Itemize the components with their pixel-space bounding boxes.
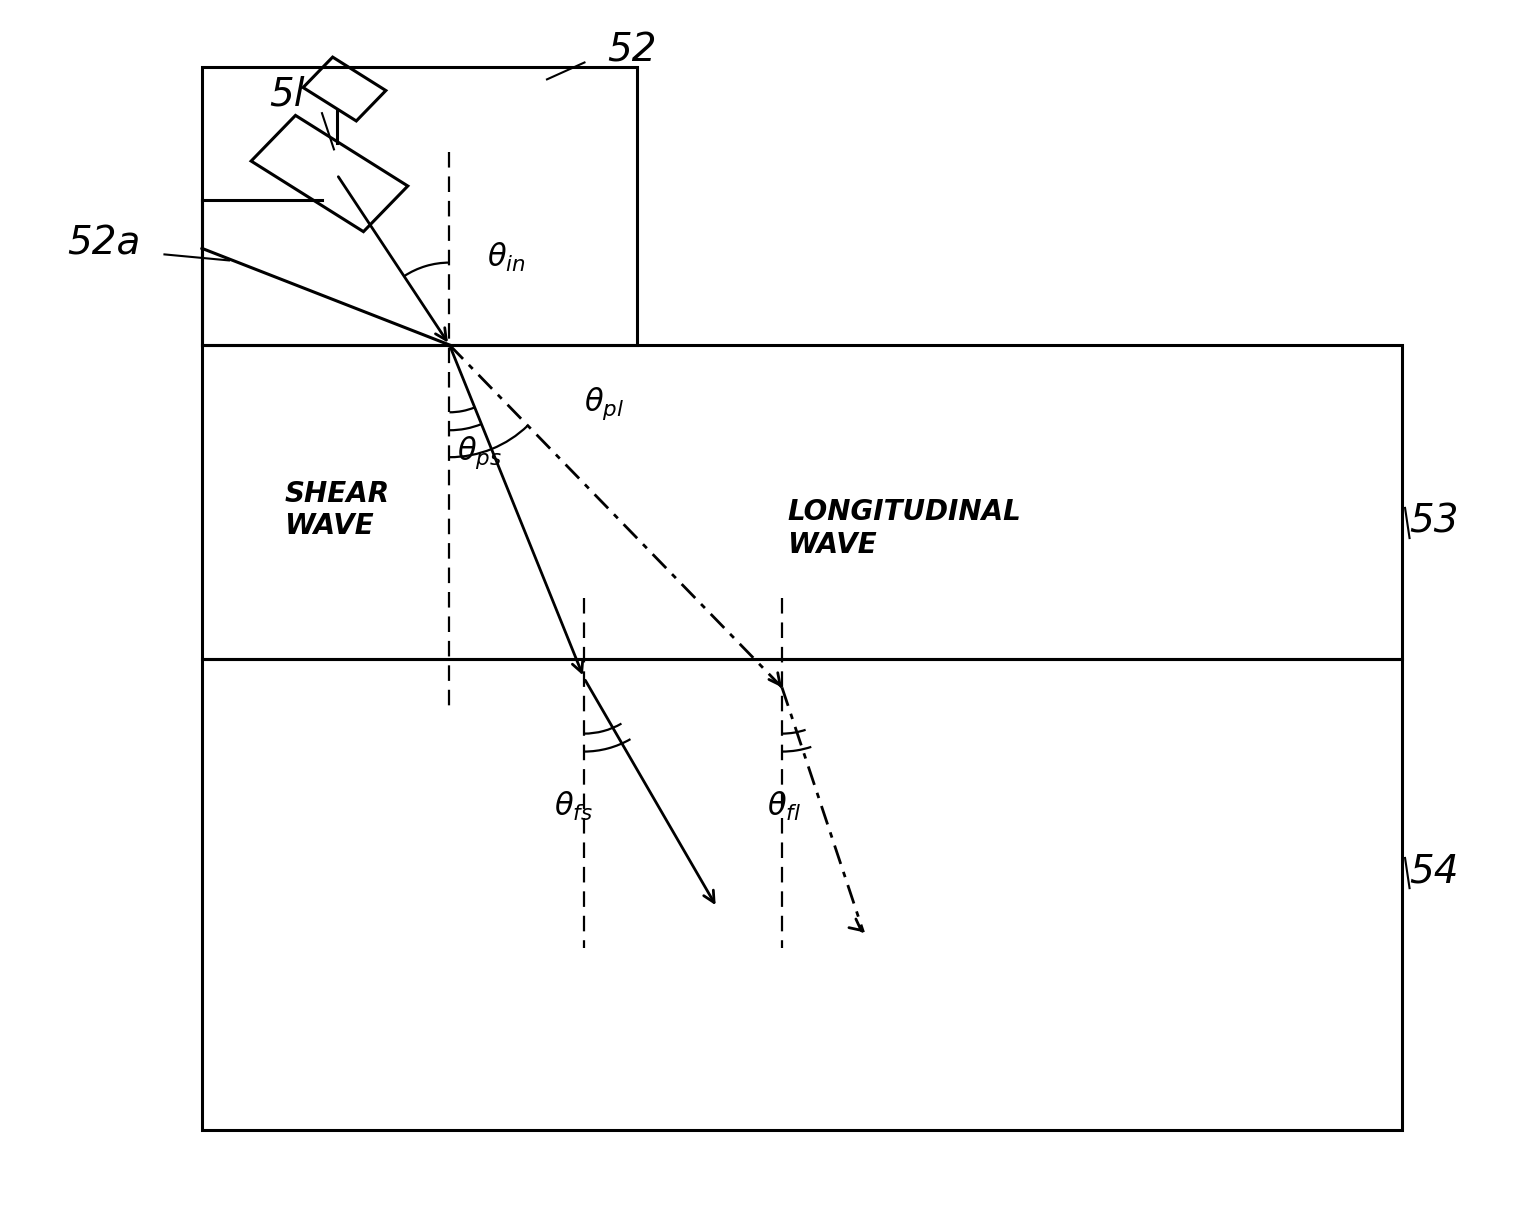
Text: $\theta_{fl}$: $\theta_{fl}$: [768, 790, 801, 823]
Text: LONGITUDINAL: LONGITUDINAL: [787, 498, 1020, 526]
Text: $\theta_{in}$: $\theta_{in}$: [488, 241, 525, 274]
Text: 53: 53: [1410, 502, 1459, 540]
Text: SHEAR: SHEAR: [285, 480, 389, 508]
Text: 52a: 52a: [67, 225, 141, 263]
Text: 52: 52: [607, 32, 657, 70]
Text: WAVE: WAVE: [285, 513, 374, 541]
Text: $\theta_{pl}$: $\theta_{pl}$: [584, 386, 625, 422]
Text: 54: 54: [1410, 852, 1459, 890]
Text: WAVE: WAVE: [787, 531, 877, 558]
Text: $\theta_{fs}$: $\theta_{fs}$: [554, 790, 593, 823]
Text: 5l: 5l: [269, 76, 304, 114]
Text: $\theta_{ps}$: $\theta_{ps}$: [457, 433, 501, 471]
